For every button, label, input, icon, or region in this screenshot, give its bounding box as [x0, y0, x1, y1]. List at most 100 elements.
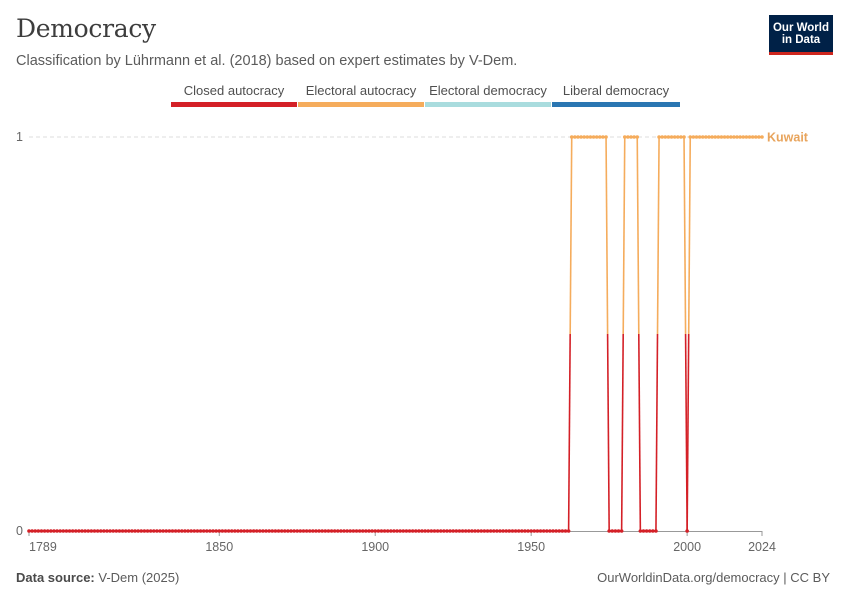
data-point [744, 135, 749, 139]
data-point [33, 529, 38, 533]
data-point [729, 135, 733, 139]
data-point [114, 529, 119, 533]
data-point [476, 529, 480, 533]
data-point [750, 135, 755, 139]
data-point [457, 529, 462, 533]
data-point [295, 529, 300, 533]
data-point [532, 529, 537, 533]
data-point [317, 529, 321, 533]
data-point [435, 529, 440, 533]
data-point [713, 135, 718, 139]
data-point [488, 529, 493, 533]
data-point [220, 529, 225, 533]
data-point [757, 135, 761, 139]
data-point [722, 135, 727, 139]
data-point [613, 529, 618, 533]
data-point [211, 529, 215, 533]
data-point [335, 529, 340, 533]
data-point [354, 529, 359, 533]
series-line-segment [620, 333, 624, 532]
data-point [747, 135, 752, 139]
x-tick-label: 1850 [205, 540, 233, 554]
data-point [226, 529, 231, 533]
series-line-segment [605, 136, 609, 335]
data-point [423, 529, 427, 533]
data-point [189, 529, 193, 533]
data-point [463, 529, 468, 533]
data-point [523, 529, 527, 533]
data-point [738, 135, 742, 139]
data-point [186, 529, 190, 533]
legend-item-closed-autocracy[interactable]: Closed autocracy [171, 84, 297, 107]
data-point [420, 529, 424, 533]
legend-label: Liberal democracy [562, 83, 670, 98]
data-point [39, 529, 44, 533]
data-point [704, 135, 708, 139]
data-point [582, 135, 587, 139]
data-point [133, 529, 137, 533]
series-line-segment [655, 333, 659, 532]
data-point [610, 529, 615, 533]
data-point [286, 529, 290, 533]
data-point [370, 529, 374, 533]
y-tick-label: 0 [16, 524, 23, 538]
data-point [198, 529, 203, 533]
data-point [123, 529, 128, 533]
data-point [320, 529, 325, 533]
data-point [192, 529, 197, 533]
series-line-segment [606, 333, 610, 532]
data-point [52, 529, 56, 533]
data-point [27, 529, 31, 533]
data-point [83, 529, 87, 533]
data-point [604, 135, 608, 139]
data-point [42, 529, 47, 533]
data-point [307, 529, 312, 533]
data-point [80, 529, 84, 533]
data-point [233, 529, 237, 533]
legend-item-liberal-democracy[interactable]: Liberal democracy [552, 83, 680, 107]
series-line-segment [686, 333, 690, 532]
data-point [725, 135, 730, 139]
legend-swatch [171, 102, 297, 107]
data-point [482, 529, 487, 533]
data-source-value[interactable]: V-Dem (2025) [98, 570, 180, 585]
data-point [663, 135, 668, 139]
data-point [619, 529, 624, 533]
logo-line-2: in Data [781, 33, 821, 46]
series-line-segment [567, 333, 571, 532]
data-point [342, 529, 346, 533]
data-point [557, 529, 562, 533]
data-point [635, 135, 640, 139]
data-point [516, 529, 521, 533]
data-point [507, 529, 512, 533]
series-line-segment [687, 136, 692, 335]
data-point [501, 529, 505, 533]
data-point [607, 529, 611, 533]
data-point [170, 529, 175, 533]
legend-item-electoral-democracy[interactable]: Electoral democracy [425, 84, 551, 107]
data-point [638, 529, 643, 533]
credit-link[interactable]: OurWorldinData.org/democracy | CC BY [597, 570, 830, 585]
data-point [173, 529, 178, 533]
series-label-kuwait: Kuwait [767, 131, 809, 145]
data-point [329, 529, 334, 533]
data-point [301, 529, 306, 533]
x-tick-label: 2024 [748, 540, 776, 554]
data-point [682, 135, 686, 139]
data-point [626, 135, 630, 139]
legend-item-electoral-autocracy[interactable]: Electoral autocracy [298, 84, 424, 107]
data-point [195, 529, 200, 533]
data-point [208, 529, 212, 533]
owid-logo[interactable]: Our World in Data [769, 15, 833, 55]
data-point [460, 529, 465, 533]
data-point [304, 529, 309, 533]
data-point [145, 529, 150, 533]
data-point [214, 529, 218, 533]
data-point [691, 135, 696, 139]
data-point [535, 529, 540, 533]
data-point [741, 135, 746, 139]
data-point [339, 529, 343, 533]
data-point [694, 135, 699, 139]
data-point [647, 529, 652, 533]
data-point [495, 529, 499, 533]
